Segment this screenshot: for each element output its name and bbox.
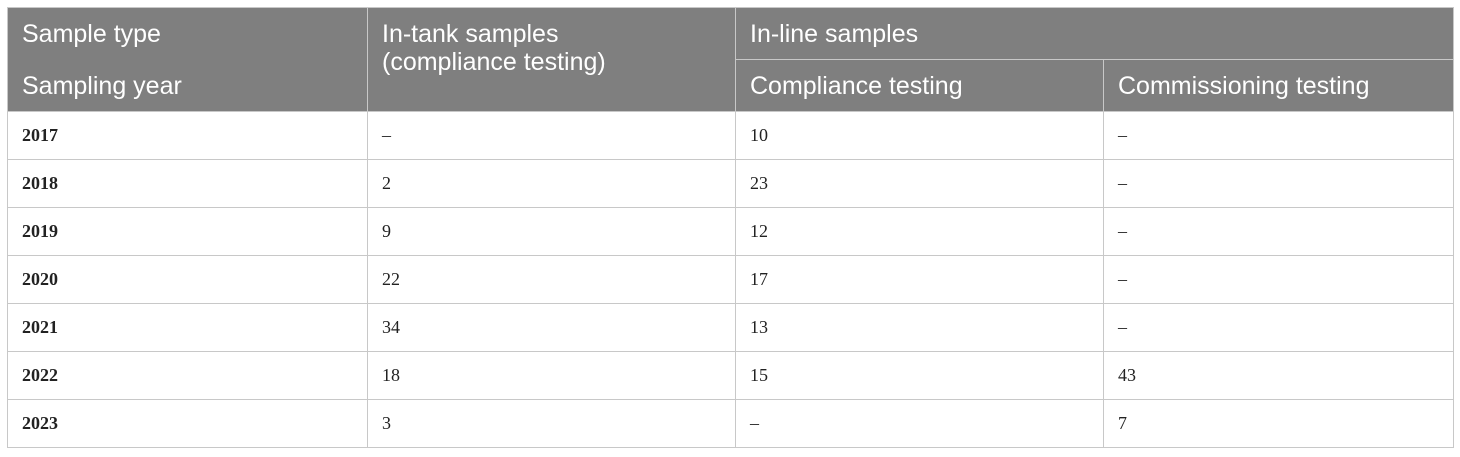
table-row: 2022 18 15 43	[7, 351, 1455, 400]
table-row: 2020 22 17 –	[7, 255, 1455, 304]
cell-year: 2017	[7, 111, 368, 160]
cell-compliance: 17	[735, 255, 1104, 304]
cell-year: 2018	[7, 159, 368, 208]
cell-commissioning: –	[1102, 303, 1455, 352]
header-row-1: Sample type In-tank samples (compliance t…	[7, 7, 1455, 112]
data-table-container: Sample type In-tank samples (compliance t…	[7, 7, 1455, 448]
header-row-2: Sampling year Compliance testing Commiss…	[7, 59, 1455, 112]
cell-commissioning: –	[1102, 255, 1455, 304]
sampling-table: Sample type In-tank samples (compliance t…	[7, 7, 1455, 448]
cell-in-tank: 3	[367, 399, 736, 448]
table-row: 2018 2 23 –	[7, 159, 1455, 208]
cell-in-tank: 34	[367, 303, 736, 352]
header-commissioning: Commissioning testing	[1102, 59, 1455, 112]
cell-commissioning: 43	[1102, 351, 1455, 400]
cell-commissioning: 7	[1102, 399, 1455, 448]
cell-year: 2023	[7, 399, 368, 448]
header-sample-type: Sample type	[7, 7, 368, 60]
cell-compliance: 15	[735, 351, 1104, 400]
table-row: 2023 3 – 7	[7, 399, 1455, 448]
cell-compliance: 10	[735, 111, 1104, 160]
header-in-tank-line2: (compliance testing)	[382, 48, 606, 76]
cell-compliance: 13	[735, 303, 1104, 352]
cell-commissioning: –	[1102, 111, 1455, 160]
table-row: 2019 9 12 –	[7, 207, 1455, 256]
cell-year: 2022	[7, 351, 368, 400]
table-row: 2021 34 13 –	[7, 303, 1455, 352]
cell-in-tank: 2	[367, 159, 736, 208]
header-in-line: In-line samples	[734, 7, 1455, 60]
cell-compliance: –	[735, 399, 1104, 448]
cell-year: 2019	[7, 207, 368, 256]
cell-compliance: 23	[735, 159, 1104, 208]
cell-year: 2020	[7, 255, 368, 304]
cell-in-tank: 18	[367, 351, 736, 400]
cell-commissioning: –	[1102, 207, 1455, 256]
header-compliance: Compliance testing	[735, 59, 1104, 112]
table-body: 2017 – 10 – 2018 2 23 – 2019 9 12 – 2020…	[7, 111, 1455, 448]
table-row: 2017 – 10 –	[7, 111, 1455, 160]
cell-in-tank: 9	[367, 207, 736, 256]
header-in-tank: In-tank samples (compliance testing)	[367, 7, 736, 112]
header-sampling-year: Sampling year	[7, 59, 368, 112]
header-in-tank-line1: In-tank samples	[382, 20, 559, 48]
cell-commissioning: –	[1102, 159, 1455, 208]
cell-compliance: 12	[735, 207, 1104, 256]
cell-in-tank: 22	[367, 255, 736, 304]
cell-year: 2021	[7, 303, 368, 352]
cell-in-tank: –	[367, 111, 736, 160]
table-header: Sample type In-tank samples (compliance t…	[7, 7, 1455, 112]
